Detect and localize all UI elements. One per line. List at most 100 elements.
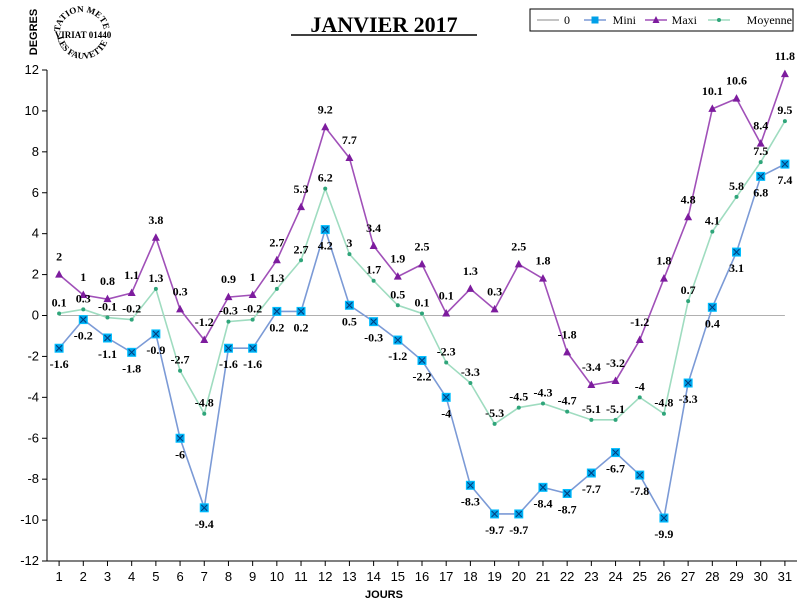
data-label-mini: -6.7 — [606, 462, 625, 476]
y-tick-label: 4 — [32, 226, 39, 241]
mini-point-mark — [467, 481, 474, 489]
maxi-point — [442, 308, 451, 317]
x-tick-label: 20 — [512, 569, 526, 584]
maxi-point — [732, 94, 741, 102]
maxi-point — [659, 274, 668, 282]
data-label-mini: 7.4 — [777, 173, 792, 187]
moyenne-point — [274, 286, 279, 291]
mini-point-mark — [515, 510, 523, 518]
series-line-mini — [58, 163, 786, 521]
moyenne-point — [540, 401, 545, 406]
mini-point-mark — [588, 469, 595, 477]
mini-point-mark — [321, 226, 329, 233]
data-label-moyenne: 0.3 — [76, 291, 91, 305]
x-tick-label: 27 — [681, 569, 695, 584]
moyenne-point — [516, 405, 521, 410]
data-label-maxi: -3.4 — [582, 360, 601, 374]
mini-point-mark — [612, 449, 619, 456]
x-tick-label: 24 — [608, 569, 622, 584]
data-label-mini: -9.7 — [485, 523, 504, 537]
data-label-mini: -1.6 — [50, 357, 69, 371]
data-label-moyenne: 0.7 — [681, 283, 696, 297]
maxi-point — [321, 122, 330, 131]
mini-point-mark — [708, 303, 716, 311]
moyenne-point — [347, 252, 352, 257]
data-label-maxi: 0.1 — [439, 288, 454, 302]
legend-marker-moyenne — [717, 18, 721, 22]
mini-point-mark — [539, 483, 547, 491]
moyenne-point — [565, 409, 570, 414]
legend-label-moyenne: Moyenne — [747, 13, 792, 27]
x-tick-label: 22 — [560, 569, 574, 584]
y-tick-label: -8 — [27, 471, 39, 486]
data-label-maxi: 0.3 — [487, 284, 502, 298]
data-label-mini: -1.6 — [243, 357, 262, 371]
data-label-moyenne: -0.2 — [122, 302, 141, 316]
x-tick-label: 26 — [657, 569, 671, 584]
x-tick-label: 4 — [128, 569, 135, 584]
maxi-point — [345, 153, 354, 161]
moyenne-point — [468, 381, 473, 386]
data-label-moyenne: 1.3 — [148, 271, 163, 285]
data-label-moyenne: -0.3 — [219, 304, 238, 318]
moyenne-point — [758, 160, 763, 165]
maxi-point — [538, 274, 547, 282]
data-label-mini: -9.7 — [509, 523, 528, 537]
y-tick-label: 8 — [32, 144, 39, 159]
y-tick-label: 12 — [25, 62, 39, 77]
y-tick-label: 6 — [32, 185, 39, 200]
data-label-maxi: -1.2 — [195, 315, 214, 329]
data-label-maxi: 10.6 — [726, 74, 747, 88]
data-label-mini: -8.7 — [558, 502, 577, 516]
mini-point-mark — [394, 336, 402, 344]
data-label-mini: -8.4 — [533, 496, 552, 510]
data-label-maxi: 1 — [250, 270, 256, 284]
moyenne-point — [395, 303, 400, 308]
moyenne-point — [637, 395, 642, 400]
data-label-maxi: 5.3 — [294, 182, 309, 196]
data-label-maxi: 2 — [56, 250, 62, 264]
data-label-mini: -3.3 — [679, 392, 698, 406]
data-label-moyenne: -4.8 — [654, 396, 673, 410]
data-label-moyenne: -3.3 — [461, 365, 480, 379]
mini-point-mark — [273, 308, 281, 315]
data-label-mini: 3.1 — [729, 261, 744, 275]
y-tick-label: 10 — [25, 103, 39, 118]
maxi-point — [176, 304, 185, 313]
data-label-moyenne: 6.2 — [318, 171, 333, 185]
mini-point-mark — [128, 348, 136, 356]
x-tick-label: 19 — [487, 569, 501, 584]
x-tick-label: 2 — [80, 569, 87, 584]
data-label-moyenne: 0.5 — [390, 287, 405, 301]
maxi-point — [466, 284, 475, 292]
maxi-point — [684, 212, 693, 221]
mini-point-mark — [660, 514, 668, 522]
x-tick-label: 12 — [318, 569, 332, 584]
legend-label-mini: Mini — [613, 13, 637, 27]
data-label-mini: -9.9 — [654, 527, 673, 541]
data-label-maxi: 3.4 — [366, 221, 381, 235]
data-label-moyenne: 5.8 — [729, 179, 744, 193]
x-tick-label: 1 — [55, 569, 62, 584]
data-label-mini: -4 — [441, 406, 451, 420]
legend-marker-maxi — [652, 16, 660, 23]
maxi-point — [563, 347, 572, 356]
data-label-moyenne: -5.1 — [606, 402, 625, 416]
stamp-line-1: STATION METEO — [0, 0, 112, 32]
data-label-maxi: 3.8 — [148, 213, 163, 227]
data-label-moyenne: -0.2 — [243, 302, 262, 316]
data-label-mini: 0.2 — [269, 320, 284, 334]
mini-point-mark — [104, 334, 111, 342]
maxi-point — [393, 272, 402, 280]
data-label-moyenne: 1.7 — [366, 263, 381, 277]
maxi-point — [635, 335, 644, 344]
data-label-mini: 6.8 — [753, 185, 768, 199]
data-label-mini: -0.2 — [74, 329, 93, 343]
data-label-maxi: 1 — [80, 270, 86, 284]
data-label-mini: 0.2 — [294, 320, 309, 334]
x-tick-label: 5 — [152, 569, 159, 584]
maxi-point — [418, 259, 426, 268]
y-tick-label: -2 — [27, 348, 39, 363]
